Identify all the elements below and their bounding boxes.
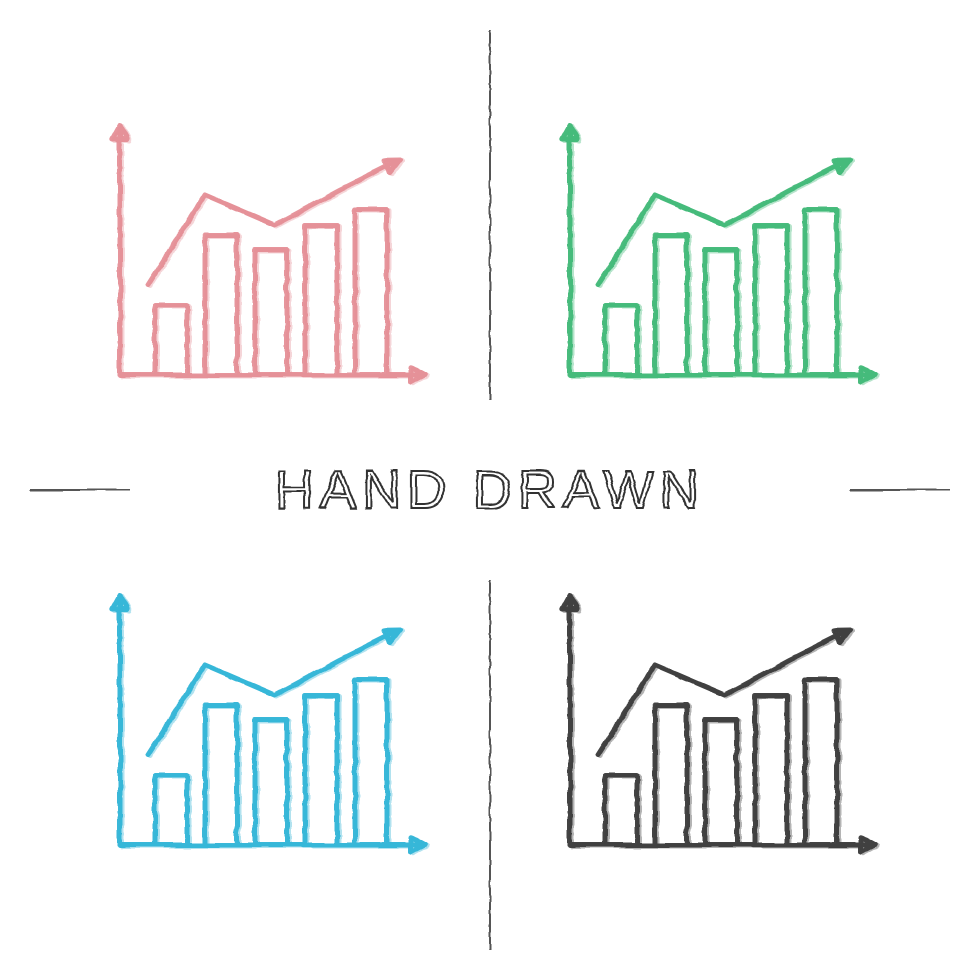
divider-vertical-top — [489, 30, 491, 400]
growth-chart-icon — [550, 590, 880, 860]
chart-pink — [100, 120, 430, 390]
growth-chart-icon — [550, 120, 880, 390]
page-title: HAND DRAWN — [275, 459, 705, 521]
growth-chart-icon — [100, 120, 430, 390]
divider-horizontal-right — [850, 489, 950, 491]
divider-horizontal-left — [30, 489, 130, 491]
canvas: HAND DRAWN — [0, 0, 980, 980]
growth-chart-icon — [100, 590, 430, 860]
divider-vertical-bottom — [489, 580, 491, 950]
chart-black — [550, 590, 880, 860]
chart-blue — [100, 590, 430, 860]
chart-green — [550, 120, 880, 390]
